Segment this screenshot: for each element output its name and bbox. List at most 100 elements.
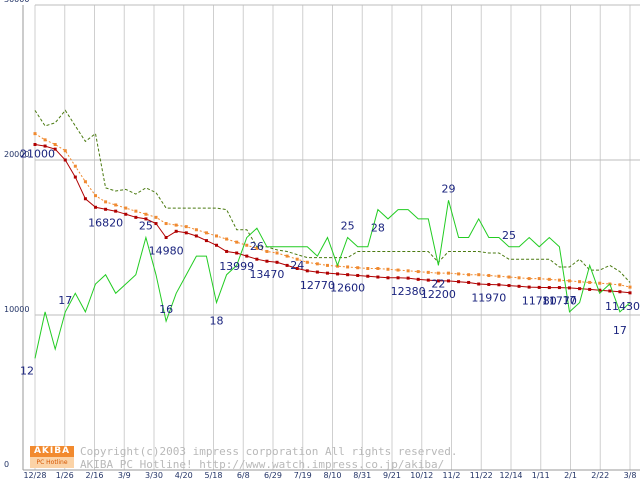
series-point-1 [225, 237, 229, 241]
series-point-0 [557, 286, 561, 290]
copyright-text: Copyright(c)2003 impress corporation All… [80, 445, 458, 458]
grid [22, 4, 640, 471]
series-point-0 [43, 144, 47, 148]
series-point-0 [457, 280, 461, 284]
series-point-0 [184, 231, 188, 235]
series-point-0 [628, 291, 632, 295]
series-point-1 [618, 283, 622, 287]
series-point-1 [94, 194, 98, 198]
series-point-1 [134, 209, 138, 213]
series-point-1 [457, 272, 461, 276]
x-tick-label: 12/28 [23, 471, 46, 480]
series-point-1 [487, 273, 491, 277]
series-point-0 [497, 283, 501, 287]
y-tick-label: 30000 [4, 0, 29, 4]
series-point-0 [588, 287, 592, 291]
data-label: 25 [341, 220, 355, 233]
series-point-0 [618, 290, 622, 294]
x-tick-label: 10/12 [410, 471, 433, 480]
series-point-1 [305, 260, 309, 264]
series-point-1 [366, 267, 370, 270]
series-point-0 [114, 209, 118, 213]
series-point-1 [114, 203, 118, 207]
series-point-1 [204, 231, 208, 235]
series-point-0 [376, 275, 380, 279]
series-point-1 [406, 269, 410, 273]
series-point-1 [255, 246, 259, 250]
y-tick-labels: 30000 20000 10000 0 [4, 0, 29, 469]
x-tick-label: 3/30 [145, 471, 163, 480]
series-point-1 [184, 225, 188, 229]
series-point-0 [225, 249, 229, 253]
data-label: 11430 [605, 300, 640, 313]
series-point-1 [83, 180, 87, 184]
series-point-0 [73, 175, 77, 179]
y-tick-label: 0 [4, 460, 9, 469]
x-tick-label: 1/11 [532, 471, 550, 480]
data-label: 17 [58, 294, 72, 307]
series-point-0 [487, 282, 491, 286]
series-point-1 [557, 278, 561, 282]
series-point-0 [275, 260, 279, 264]
series-point-1 [578, 280, 582, 284]
series-point-0 [527, 285, 531, 289]
series-point-1 [527, 277, 531, 281]
series-point-0 [537, 285, 541, 289]
series-point-1 [295, 257, 299, 261]
series-point-1 [588, 280, 592, 284]
series-point-1 [215, 234, 219, 238]
data-label: 18 [210, 315, 224, 328]
series-point-0 [406, 276, 410, 280]
x-tick-label: 12/14 [499, 471, 522, 480]
data-label: 12 [20, 364, 34, 377]
series-point-0 [578, 287, 582, 291]
series-point-0 [53, 147, 57, 151]
data-label: 22 [431, 277, 445, 290]
y-tick-label: 10000 [4, 305, 29, 314]
series-point-0 [194, 234, 198, 238]
series-point-1 [33, 132, 37, 136]
data-label: 13470 [249, 268, 284, 281]
x-tick-label: 6/8 [237, 471, 250, 480]
series-point-0 [477, 282, 481, 286]
series-point-1 [628, 285, 632, 289]
data-label: 25 [139, 220, 153, 233]
series-point-1 [537, 277, 541, 281]
series-point-1 [325, 263, 329, 267]
series-point-0 [83, 197, 87, 201]
series-point-0 [215, 243, 219, 247]
series-point-1 [315, 262, 319, 266]
series-point-1 [104, 200, 108, 204]
series-point-0 [245, 254, 249, 258]
data-label: 11970 [471, 291, 506, 304]
series-line-0 [34, 144, 631, 294]
data-label: 11780 [522, 294, 557, 307]
series-point-0 [608, 289, 612, 293]
series-point-0 [265, 259, 269, 263]
series-point-0 [204, 239, 208, 243]
series-point-1 [547, 277, 551, 281]
series-point-0 [33, 143, 37, 146]
series-point-1 [275, 251, 279, 255]
series-point-0 [446, 279, 450, 283]
logo-top-text: AKIBA [33, 446, 71, 456]
series-point-0 [547, 286, 551, 290]
series-point-1 [235, 240, 239, 244]
series-lines [33, 109, 632, 359]
series-point-1 [154, 215, 158, 219]
data-label: 24 [290, 259, 304, 272]
series-point-1 [174, 223, 178, 227]
series-point-0 [174, 229, 178, 233]
series-line-3 [34, 200, 631, 359]
x-tick-label: 8/31 [353, 471, 371, 480]
series-point-0 [134, 215, 138, 219]
data-label: 13999 [219, 260, 254, 273]
data-label: 28 [371, 222, 385, 235]
series-point-1 [53, 143, 57, 146]
data-label: 29 [441, 182, 455, 195]
series-point-0 [154, 222, 158, 226]
series-point-1 [43, 138, 47, 142]
x-tick-label: 3/8 [624, 471, 637, 480]
data-label: 16820 [88, 216, 123, 229]
